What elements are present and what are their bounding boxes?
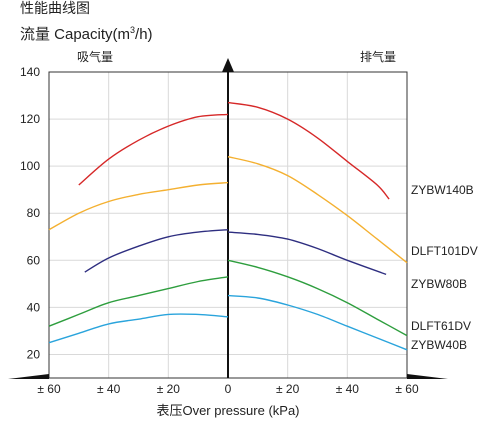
series-zybw140b-discharge-line [227, 101, 390, 200]
series-zybw40b-discharge-line [227, 294, 408, 351]
legend-label-dlft61dv: DLFT61DV [411, 319, 471, 333]
y-tick-label: 120 [20, 112, 40, 126]
y-tick-label: 100 [20, 159, 40, 173]
x-tick-label: ± 40 [336, 382, 360, 396]
series-zybw80b-discharge-line [227, 231, 387, 276]
suction-label: 吸气量 [77, 49, 113, 64]
y-tick-label: 140 [20, 65, 40, 79]
x-tick-label: ± 60 [395, 382, 419, 396]
chart-title: 性能曲线图 [20, 0, 90, 16]
x-tick-label: ± 20 [157, 382, 181, 396]
legend-label-dlft101dv: DLFT101DV [411, 244, 478, 258]
x-axis-label: 表压Over pressure (kPa) [156, 403, 299, 418]
curves [48, 101, 408, 351]
series-zybw40b-suction-line [48, 313, 229, 344]
legend-label-zybw40b: ZYBW40B [411, 338, 467, 352]
series-zybw80b-suction-line [84, 229, 229, 273]
series-dlft61dv-suction-line [48, 276, 229, 327]
subtitle-suffix: /h) [135, 26, 153, 43]
right-axis-wedge [407, 374, 448, 379]
series-zybw140b-suction-line [78, 113, 229, 186]
legend: ZYBW140B DLFT101DV ZYBW80B DLFT61DV ZYBW40B [411, 183, 478, 352]
x-tick-labels: ± 60 ± 40 ± 20 0 ± 20 ± 40 ± 60 [37, 382, 419, 396]
subtitle-superscript: 3 [130, 25, 135, 35]
subtitle-prefix: 流量 Capacity(m [20, 26, 130, 43]
series-dlft101dv-suction-line [48, 181, 229, 231]
chart-subtitle: 流量 Capacity(m3/h) [20, 25, 153, 43]
legend-label-zybw140b: ZYBW140B [411, 183, 474, 197]
y-tick-label: 40 [27, 300, 41, 314]
series-dlft61dv-discharge-line [227, 259, 408, 337]
x-tick-label: ± 20 [276, 382, 300, 396]
discharge-label: 排气量 [360, 49, 396, 64]
x-tick-label: ± 40 [97, 382, 121, 396]
center-axis-arrow [222, 58, 234, 72]
y-tick-label: 60 [27, 253, 41, 267]
series-dlft101dv-discharge-line [227, 156, 408, 264]
y-tick-label: 20 [27, 347, 41, 361]
legend-label-zybw80b: ZYBW80B [411, 277, 467, 291]
x-tick-label: 0 [225, 382, 232, 396]
y-tick-labels: 20 40 60 80 100 120 140 [20, 65, 40, 361]
x-tick-label: ± 60 [37, 382, 61, 396]
y-tick-label: 80 [27, 206, 41, 220]
left-axis-wedge [8, 374, 49, 379]
